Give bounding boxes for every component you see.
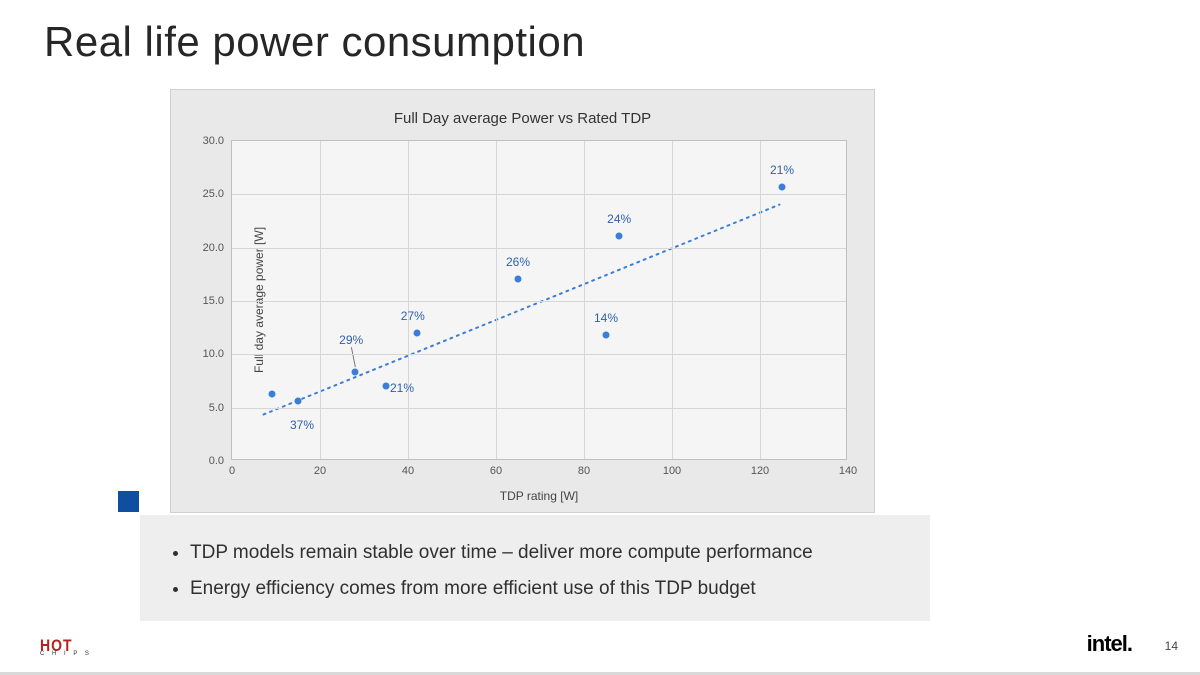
- x-tick: 40: [402, 465, 414, 477]
- data-point: [603, 332, 610, 339]
- bullet-item: TDP models remain stable over time – del…: [190, 535, 902, 571]
- chart-plot-area: TDP rating [W] Full day average power [W…: [231, 140, 847, 460]
- slide-root: Real life power consumption Full Day ave…: [0, 0, 1200, 675]
- y-tick: 5.0: [209, 402, 224, 414]
- gridline-v: [496, 141, 497, 459]
- data-label: 14%: [594, 311, 618, 325]
- hotchips-logo: HOT C H I P S: [40, 637, 92, 657]
- y-tick: 0.0: [209, 455, 224, 467]
- data-label: 37%: [290, 418, 314, 432]
- y-tick: 15.0: [203, 295, 224, 307]
- x-tick: 60: [490, 465, 502, 477]
- hot-text: HOT: [40, 635, 92, 654]
- page-number: 14: [1165, 639, 1178, 653]
- gridline-v: [320, 141, 321, 459]
- trendline: [232, 141, 846, 459]
- y-tick: 30.0: [203, 135, 224, 147]
- x-tick: 140: [839, 465, 857, 477]
- data-point: [515, 275, 522, 282]
- gridline-v: [584, 141, 585, 459]
- page-title: Real life power consumption: [44, 18, 585, 66]
- leader-lines: [232, 141, 846, 459]
- x-tick: 120: [751, 465, 769, 477]
- y-tick: 25.0: [203, 188, 224, 200]
- data-point: [616, 232, 623, 239]
- data-label: 29%: [339, 333, 363, 347]
- bullets-box: TDP models remain stable over time – del…: [140, 515, 930, 621]
- gridline-v: [672, 141, 673, 459]
- x-tick: 80: [578, 465, 590, 477]
- data-point: [352, 369, 359, 376]
- data-label: 21%: [770, 163, 794, 177]
- y-axis-label: Full day average power [W]: [252, 227, 266, 373]
- gridline-h: [232, 248, 846, 249]
- gridline-h: [232, 408, 846, 409]
- y-tick: 10.0: [203, 348, 224, 360]
- data-point: [268, 390, 275, 397]
- data-label: 27%: [401, 309, 425, 323]
- chart-title: Full Day average Power vs Rated TDP: [171, 110, 874, 127]
- data-label: 24%: [607, 212, 631, 226]
- gridline-h: [232, 301, 846, 302]
- data-point: [383, 383, 390, 390]
- gridline-h: [232, 354, 846, 355]
- data-label: 26%: [506, 255, 530, 269]
- y-tick: 20.0: [203, 242, 224, 254]
- x-tick: 20: [314, 465, 326, 477]
- gridline-v: [760, 141, 761, 459]
- intel-logo: intel.: [1087, 631, 1132, 657]
- chart-container: Full Day average Power vs Rated TDP TDP …: [170, 89, 875, 513]
- gridline-v: [408, 141, 409, 459]
- accent-square: [118, 491, 139, 512]
- bullet-item: Energy efficiency comes from more effici…: [190, 571, 902, 607]
- data-label: 21%: [390, 381, 414, 395]
- x-axis-label: TDP rating [W]: [232, 489, 846, 503]
- gridline-h: [232, 194, 846, 195]
- bullets-list: TDP models remain stable over time – del…: [168, 535, 902, 607]
- x-tick: 0: [229, 465, 235, 477]
- x-tick: 100: [663, 465, 681, 477]
- data-point: [779, 183, 786, 190]
- data-point: [413, 330, 420, 337]
- data-point: [295, 398, 302, 405]
